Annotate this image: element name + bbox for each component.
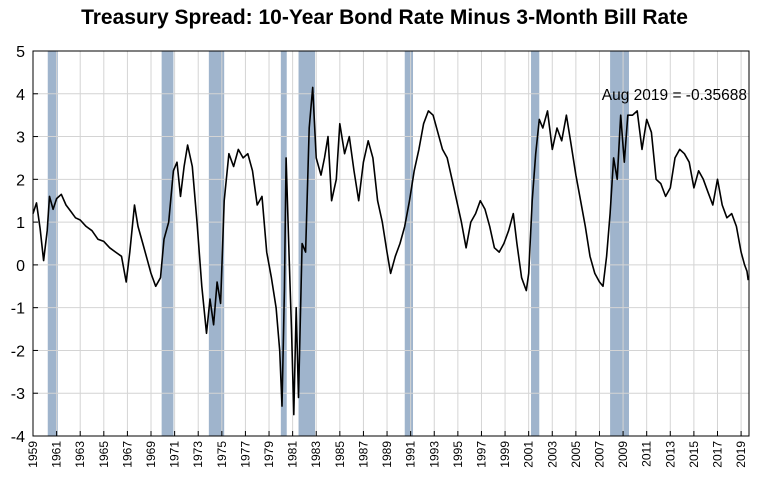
x-axis-ticks: 1959 1961 1963 1965 1967 1969 1971 1973 1975 1977… — [26, 431, 748, 468]
x-tick-label: 1991 — [404, 441, 418, 468]
x-tick-label: 2009 — [616, 441, 630, 468]
x-tick-label: 1973 — [191, 441, 205, 468]
y-tick-label: 0 — [16, 258, 25, 275]
x-tick-label: 1959 — [26, 441, 40, 468]
spread-series-line — [32, 86, 749, 416]
grid-lines — [32, 50, 749, 437]
x-tick-label: 2013 — [663, 441, 677, 468]
recession-band — [47, 51, 58, 436]
y-tick-label: -2 — [11, 343, 25, 360]
recession-bands — [47, 51, 629, 436]
x-tick-label: 1963 — [73, 441, 87, 468]
x-tick-label: 2001 — [522, 441, 536, 468]
x-tick-label: 1993 — [427, 441, 441, 468]
latest-value-annotation: Aug 2019 = -0.35688 — [602, 87, 747, 104]
y-tick-label: -4 — [11, 429, 25, 446]
x-tick-label: 1975 — [215, 441, 229, 468]
x-tick-label: 1999 — [498, 441, 512, 468]
x-tick-label: 1985 — [333, 441, 347, 468]
x-tick-label: 1961 — [50, 441, 64, 468]
y-tick-label: 1 — [16, 215, 25, 232]
x-tick-label: 2003 — [545, 441, 559, 468]
recession-band — [531, 51, 540, 436]
x-tick-label: 1969 — [144, 441, 158, 468]
x-tick-label: 2015 — [687, 441, 701, 468]
chart-title: Treasury Spread: 10-Year Bond Rate Minus… — [81, 6, 688, 29]
x-tick-label: 2019 — [734, 441, 748, 468]
recession-band — [161, 51, 174, 436]
x-tick-label: 2017 — [710, 441, 724, 468]
x-tick-label: 1967 — [120, 441, 134, 468]
recession-band — [298, 51, 316, 436]
recession-band — [404, 51, 414, 436]
y-tick-label: -3 — [11, 386, 25, 403]
x-tick-label: 2005 — [569, 441, 583, 468]
x-tick-label: 1979 — [262, 441, 276, 468]
x-tick-label: 1965 — [97, 441, 111, 468]
x-tick-label: 1983 — [309, 441, 323, 468]
y-tick-label: 3 — [16, 130, 25, 147]
x-tick-label: 1977 — [238, 441, 252, 468]
x-tick-label: 1971 — [168, 441, 182, 468]
y-tick-label: 2 — [16, 172, 25, 189]
y-axis-ticks: 5 4 3 2 1 0 -1 -2 -3 -4 — [11, 44, 38, 446]
x-tick-label: 2007 — [592, 441, 606, 468]
x-tick-label: 1987 — [356, 441, 370, 468]
x-tick-label: 2011 — [640, 441, 654, 467]
y-tick-label: -1 — [11, 301, 25, 318]
recession-band — [610, 51, 629, 436]
y-tick-label: 4 — [16, 87, 25, 104]
x-tick-label: 1997 — [474, 441, 488, 468]
plot-area-frame — [32, 50, 750, 437]
x-tick-label: 1995 — [451, 441, 465, 468]
x-tick-label: 1981 — [286, 441, 300, 468]
y-tick-label: 5 — [16, 44, 25, 61]
recession-band — [208, 51, 225, 436]
recession-band — [280, 51, 287, 436]
x-tick-label: 1989 — [380, 441, 394, 468]
